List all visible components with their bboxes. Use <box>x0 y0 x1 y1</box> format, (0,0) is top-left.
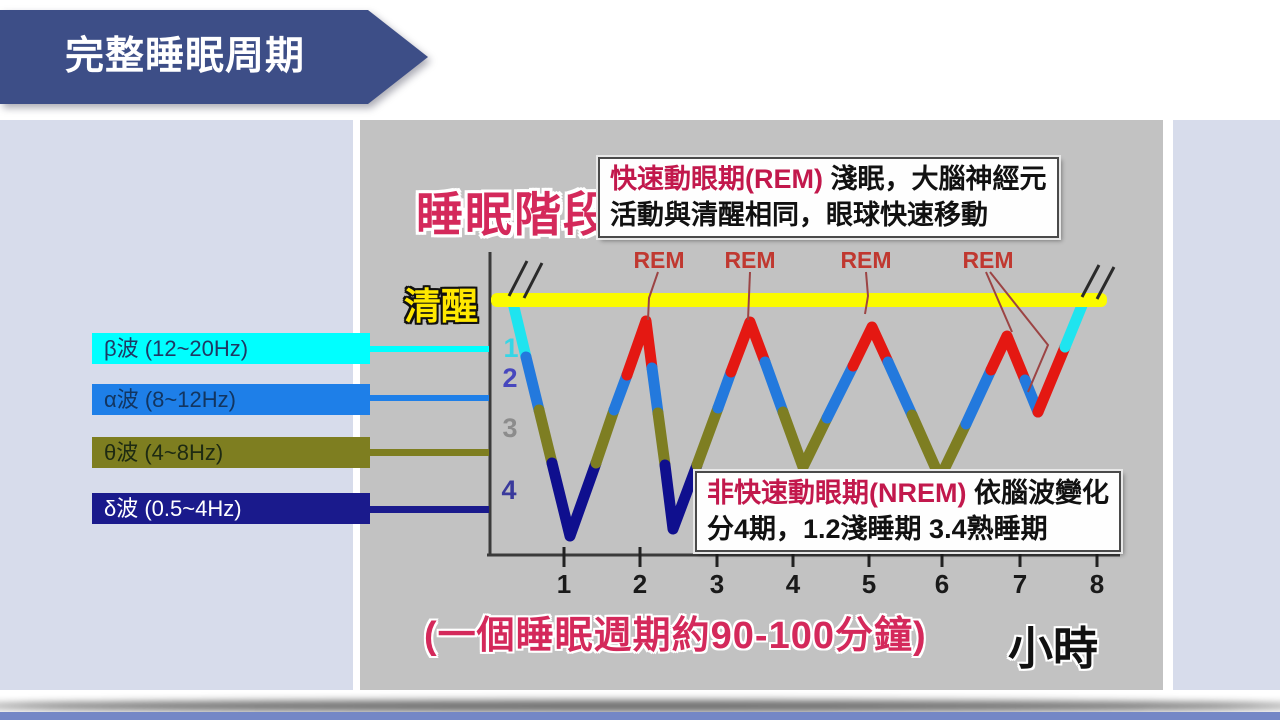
rem-label-4: REM <box>962 247 1013 273</box>
awake-label: 清醒 <box>404 286 478 327</box>
right-background-panel <box>1173 120 1280 690</box>
figure-title: 睡眠階段 <box>416 188 612 241</box>
hour-tick-3: 3 <box>710 569 724 599</box>
hour-tick-2: 2 <box>633 569 647 599</box>
axes <box>487 252 1120 557</box>
legend-beta-wave: β波 (12~20Hz) <box>92 333 370 364</box>
nrem-callout-line2: 分4期，1.2淺睡期 3.4熟睡期 <box>707 513 1048 544</box>
nrem-callout-box: 非快速動眼期(NREM) 依腦波變化 分4期，1.2淺睡期 3.4熟睡期 <box>693 468 1123 555</box>
nrem-callout-rest1: 依腦波變化 <box>966 478 1109 508</box>
cycle-duration-caption: (一個睡眠週期約90-100分鐘) <box>424 615 927 657</box>
stage-tick-4: 4 <box>501 475 516 505</box>
connector-line-beta <box>370 346 489 352</box>
hour-tick-labels: 1 2 3 4 5 6 7 8 <box>557 569 1104 599</box>
rem-callout-rest1: 淺眠，大腦神經元 <box>822 164 1047 194</box>
hour-tick-8: 8 <box>1090 569 1104 599</box>
nrem-callout-line1: 非快速動眼期(NREM) 依腦波變化 <box>707 476 1109 512</box>
stage-tick-3: 3 <box>502 413 517 443</box>
rem-labels: REM REM REM REM <box>633 247 1013 273</box>
stage-tick-labels: 1 2 3 4 <box>501 333 518 505</box>
hour-tick-6: 6 <box>935 569 949 599</box>
legend-theta-wave: θ波 (4~8Hz) <box>92 437 370 468</box>
rem-callout-box: 快速動眼期(REM) 淺眠，大腦神經元 活動與清醒相同，眼球快速移動 <box>596 154 1061 241</box>
rem-callout-heading: 快速動眼期(REM) <box>610 164 823 194</box>
hour-tick-1: 1 <box>557 569 571 599</box>
nrem-callout-heading: 非快速動眼期(NREM) <box>707 478 967 508</box>
connector-line-theta <box>370 449 489 456</box>
rem-leader-lines <box>647 271 1050 393</box>
rem-label-3: REM <box>840 247 891 273</box>
x-axis-unit-label: 小時 <box>1008 623 1099 674</box>
bottom-shadow <box>0 700 1280 712</box>
connector-line-delta <box>370 506 489 513</box>
rem-label-2: REM <box>724 247 775 273</box>
hour-tick-4: 4 <box>786 569 801 599</box>
stage-tick-1: 1 <box>503 333 518 363</box>
legend-alpha-wave: α波 (8~12Hz) <box>92 384 370 415</box>
hour-tick-5: 5 <box>862 569 876 599</box>
connector-line-alpha <box>370 395 489 401</box>
rem-label-1: REM <box>633 247 684 273</box>
stage-tick-2: 2 <box>502 363 517 393</box>
hypnogram-chart: REM REM REM REM 1 2 3 4 1 2 3 4 5 6 7 <box>487 247 1120 599</box>
awake-yellow-bar <box>491 293 1107 307</box>
title-banner: 完整睡眠周期 <box>0 10 428 104</box>
hour-tick-7: 7 <box>1013 569 1027 599</box>
banner-arrow-shape <box>0 10 428 104</box>
rem-callout-line1: 快速動眼期(REM) 淺眠，大腦神經元 <box>610 162 1047 198</box>
slide-title: 完整睡眠周期 <box>64 35 305 78</box>
legend-delta-wave: δ波 (0.5~4Hz) <box>92 493 370 524</box>
break-hatch-marks <box>507 260 1116 300</box>
rem-callout-line2: 活動與清醒相同，眼球快速移動 <box>610 199 988 230</box>
hypnogram-line <box>507 297 1089 542</box>
bottom-accent-bar <box>0 712 1280 720</box>
sleep-cycle-figure: REM REM REM REM 1 2 3 4 1 2 3 4 5 6 7 <box>360 120 1163 690</box>
